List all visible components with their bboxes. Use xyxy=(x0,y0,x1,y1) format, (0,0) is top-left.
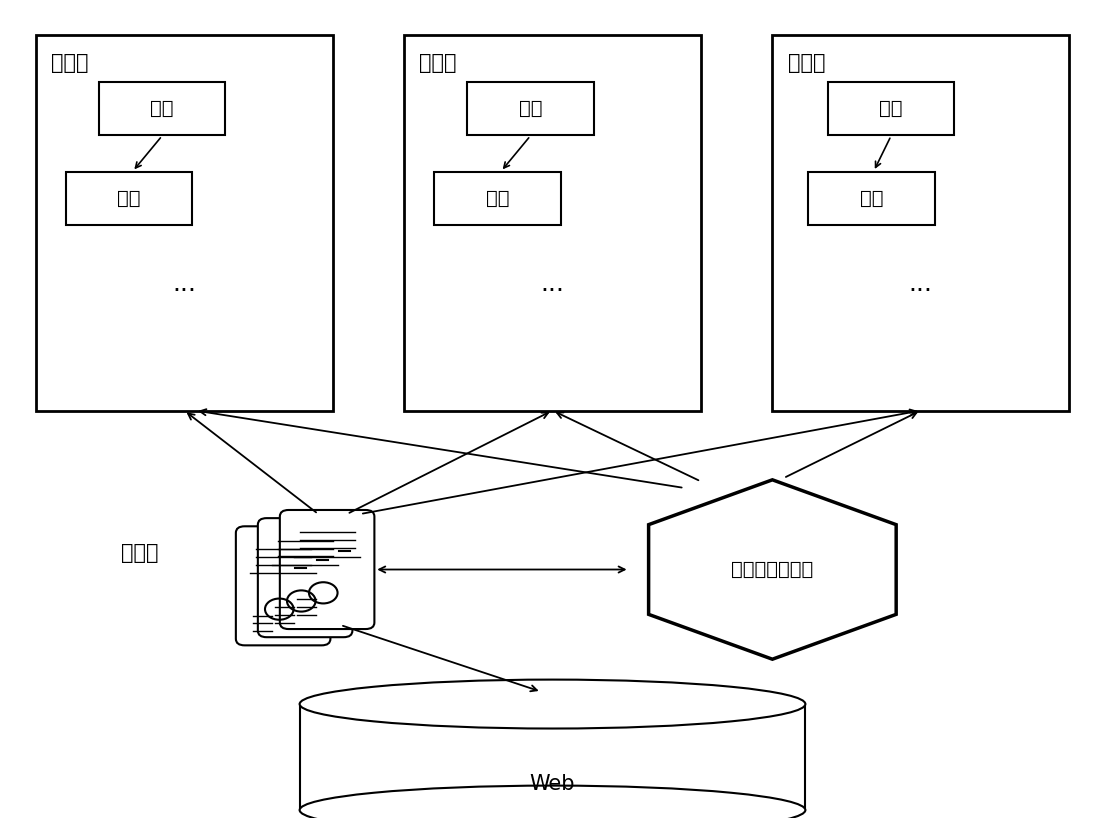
Text: 客户端: 客户端 xyxy=(420,53,457,73)
Text: ...: ... xyxy=(908,272,933,296)
Bar xyxy=(467,82,593,135)
Ellipse shape xyxy=(299,786,806,821)
Bar xyxy=(404,35,701,410)
Text: ...: ... xyxy=(540,272,565,296)
Bar xyxy=(299,704,806,810)
Text: 容器: 容器 xyxy=(518,99,543,118)
Text: Web: Web xyxy=(529,773,576,794)
Text: 客户端: 客户端 xyxy=(788,53,825,73)
Bar xyxy=(66,172,192,225)
Text: 服务端: 服务端 xyxy=(122,544,159,563)
Bar xyxy=(99,82,225,135)
Text: 容器: 容器 xyxy=(150,99,173,118)
Text: ...: ... xyxy=(172,272,197,296)
Text: 客户端: 客户端 xyxy=(51,53,88,73)
Text: 容器: 容器 xyxy=(860,189,883,208)
Bar xyxy=(772,35,1070,410)
Polygon shape xyxy=(649,479,896,659)
Ellipse shape xyxy=(299,680,806,728)
Bar xyxy=(828,82,955,135)
Bar xyxy=(808,172,935,225)
Text: 容器: 容器 xyxy=(880,99,903,118)
Text: 容器编排调度器: 容器编排调度器 xyxy=(732,560,813,579)
FancyBboxPatch shape xyxy=(235,526,330,645)
Bar xyxy=(35,35,333,410)
Text: 容器: 容器 xyxy=(117,189,141,208)
FancyBboxPatch shape xyxy=(280,510,375,629)
Text: 容器: 容器 xyxy=(486,189,509,208)
Bar xyxy=(434,172,560,225)
FancyBboxPatch shape xyxy=(257,518,352,637)
